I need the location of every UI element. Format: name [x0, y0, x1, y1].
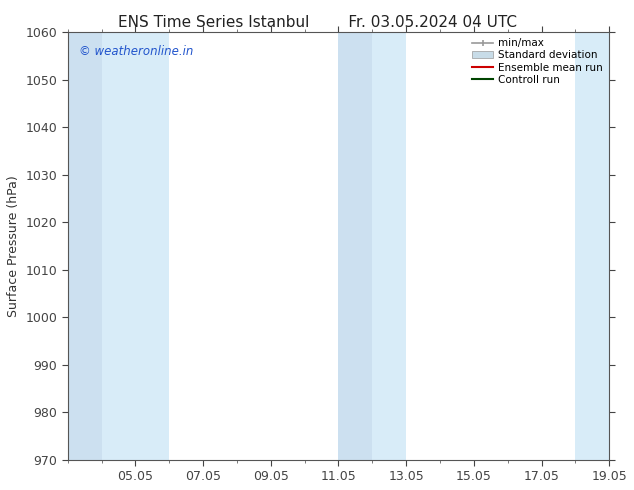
Text: ENS Time Series Istanbul        Fr. 03.05.2024 04 UTC: ENS Time Series Istanbul Fr. 03.05.2024 …	[117, 15, 517, 30]
Text: © weatheronline.in: © weatheronline.in	[79, 45, 193, 58]
Legend: min/max, Standard deviation, Ensemble mean run, Controll run: min/max, Standard deviation, Ensemble me…	[469, 35, 606, 88]
Bar	[575, 32, 609, 460]
Y-axis label: Surface Pressure (hPa): Surface Pressure (hPa)	[7, 175, 20, 317]
Bar	[339, 32, 372, 460]
Bar	[372, 32, 406, 460]
Bar	[68, 32, 101, 460]
Bar	[101, 32, 169, 460]
